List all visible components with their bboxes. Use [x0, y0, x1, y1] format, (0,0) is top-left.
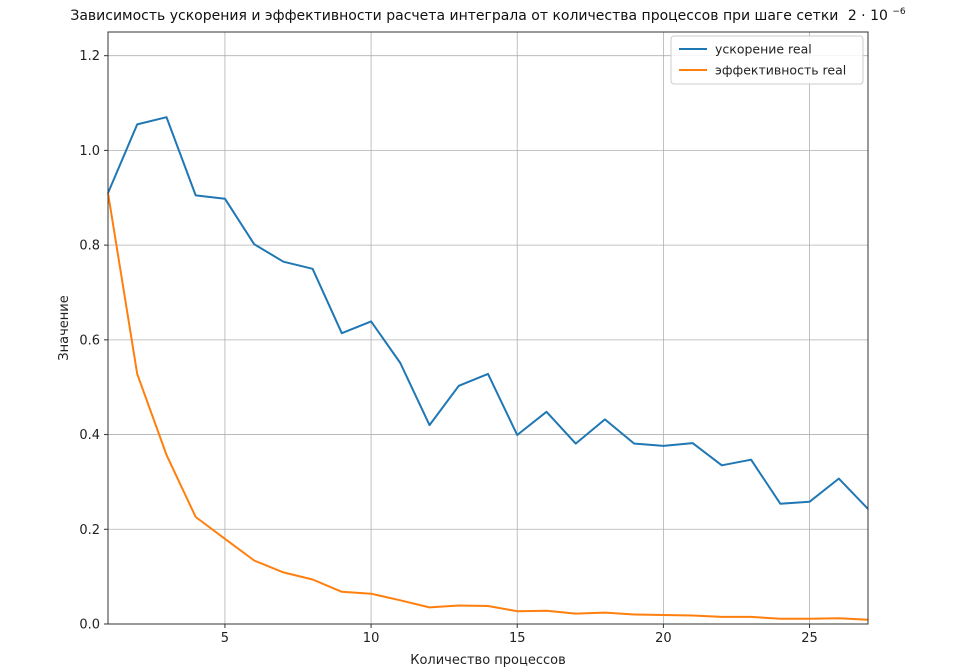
legend-box [670, 35, 864, 85]
series-line-2 [107, 192, 869, 621]
plot-frame [107, 31, 869, 625]
y-tick-label: 0.0 [79, 618, 100, 633]
x-tick-label: 25 [801, 631, 818, 646]
legend-label-2: эффективность real [715, 63, 846, 78]
x-tick-label: 15 [509, 631, 526, 646]
x-axis-label: Количество процессов [410, 653, 566, 668]
y-tick-label: 1.2 [79, 49, 100, 64]
chart-title: Зависимость ускорения и эффективности ра… [70, 7, 906, 24]
y-tick-label: 0.8 [79, 239, 100, 254]
y-tick-label: 0.2 [79, 523, 100, 538]
legend-label-1: ускорение real [715, 42, 812, 57]
series-group [107, 116, 869, 621]
axes: 5 10 15 20 25 0.0 0.2 0.4 0.6 0.8 1.0 1.2 [79, 49, 817, 646]
y-tick-label: 1.0 [79, 144, 100, 159]
legend: ускорение real эффективность real [670, 35, 864, 85]
y-axis-label: Значение [57, 295, 72, 360]
x-tick-label: 10 [363, 631, 380, 646]
series-line-1 [107, 116, 869, 510]
grid [108, 32, 868, 625]
x-tick-label: 20 [655, 631, 672, 646]
x-tick-label: 5 [221, 631, 229, 646]
y-tick-label: 0.4 [79, 428, 100, 443]
y-tick-label: 0.6 [79, 333, 100, 348]
